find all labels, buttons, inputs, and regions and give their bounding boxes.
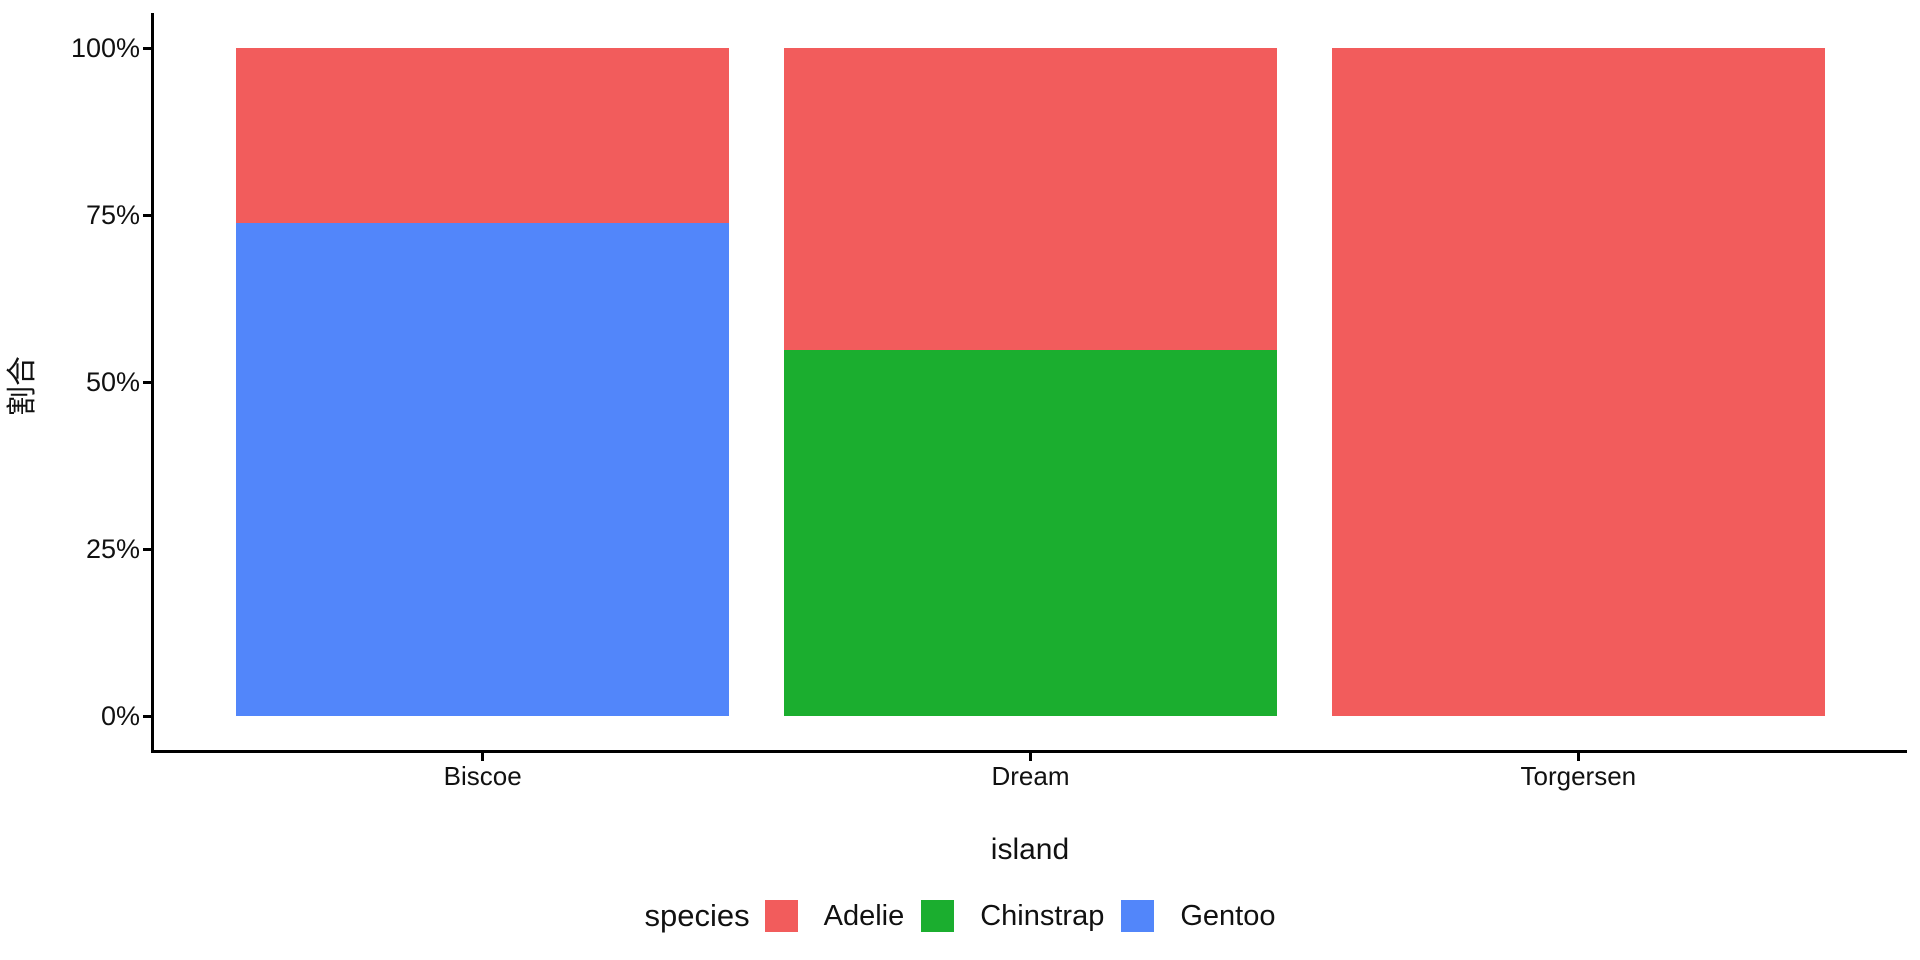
bar-segment-chinstrap <box>783 349 1278 716</box>
x-axis-line <box>151 750 1907 753</box>
legend-key-gentoo <box>1121 900 1155 932</box>
x-tick-label-biscoe: Biscoe <box>443 761 522 791</box>
x-tick-mark <box>481 753 485 761</box>
bar-biscoe <box>236 48 730 716</box>
legend-key-chinstrap <box>921 900 955 932</box>
legend-title: species <box>644 898 750 933</box>
legend-item-chinstrap: Chinstrap <box>921 900 1104 933</box>
legend-label-chinstrap: Chinstrap <box>980 899 1105 932</box>
plot-panel <box>143 13 1907 761</box>
bar-torgersen <box>1331 48 1825 716</box>
legend: species Adelie Chinstrap Gentoo <box>0 896 1920 936</box>
x-tick-label-torgersen: Torgersen <box>1520 761 1637 791</box>
y-tick-mark <box>143 714 151 718</box>
y-tick-label: 50% <box>85 367 140 397</box>
bar-segment-adelie <box>783 48 1278 350</box>
legend-key-adelie <box>764 900 798 932</box>
legend-items: Adelie Chinstrap Gentoo <box>764 899 1276 933</box>
bar-segment-gentoo <box>236 223 730 716</box>
x-tick-mark <box>1576 753 1580 761</box>
y-tick-label: 0% <box>100 701 140 731</box>
bar-segment-adelie <box>236 48 730 224</box>
legend-label-adelie: Adelie <box>823 899 905 932</box>
y-tick-mark <box>143 547 151 551</box>
bars-area <box>154 48 1907 716</box>
y-tick-mark <box>143 213 151 217</box>
y-tick-label: 75% <box>85 200 140 230</box>
y-tick-label: 100% <box>70 33 140 63</box>
x-axis-title: island <box>990 833 1070 866</box>
bar-segment-adelie <box>1331 48 1825 716</box>
y-tick-mark <box>143 46 151 50</box>
x-tick-label-dream: Dream <box>991 761 1070 791</box>
y-tick-mark <box>143 380 151 384</box>
bar-dream <box>783 48 1278 716</box>
legend-label-gentoo: Gentoo <box>1180 899 1276 932</box>
legend-item-gentoo: Gentoo <box>1121 899 1276 933</box>
y-axis-line <box>151 13 154 753</box>
y-tick-label: 25% <box>85 534 140 564</box>
legend-item-adelie: Adelie <box>764 899 905 933</box>
x-tick-mark <box>1029 753 1032 761</box>
